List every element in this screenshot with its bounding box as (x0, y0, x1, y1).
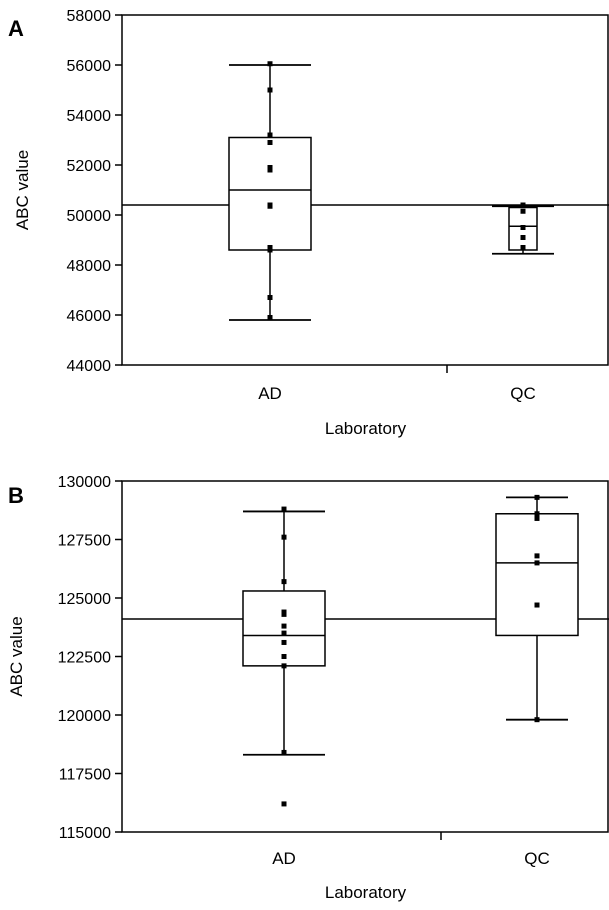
panel-b-ad-point (281, 623, 287, 629)
panel-a-plot-frame (121, 14, 609, 366)
panel-a-ad-point (267, 165, 273, 170)
panel-b-ad-point (281, 801, 287, 807)
panel-b-ad-point (281, 639, 287, 645)
panel-b-ytick-label: 120000 (58, 708, 111, 725)
panel-a-category-label: AD (258, 384, 282, 403)
panel-a-ad-point (267, 87, 273, 93)
panel-b-ad-point (281, 579, 287, 585)
panel-a-ad-point (267, 132, 273, 138)
panel-a-qc-point (520, 202, 526, 208)
panel-b-ad-point (281, 534, 287, 540)
panel-a-letter: A (8, 16, 24, 41)
panel-a-ad-point (267, 203, 273, 209)
panel-b-qc-point (534, 560, 540, 566)
panel-a-ytick-label: 58000 (67, 8, 112, 25)
panel-a-ytick-label: 46000 (67, 308, 112, 325)
panel-a-ytick-label: 54000 (67, 108, 112, 125)
panel-a-qc-point (520, 245, 526, 250)
panel-b-ad-point (281, 749, 287, 755)
panel-b-ytick-label: 122500 (58, 650, 111, 667)
panel-b-qc-box (495, 513, 579, 637)
panel-b-ytick-label: 125000 (58, 591, 111, 608)
panel-a-ytick-label: 50000 (67, 208, 112, 225)
panel-b-qc-point (534, 511, 540, 517)
panel-a-ytick-label: 52000 (67, 158, 112, 175)
panel-b-qc-point (534, 553, 540, 559)
panel-a-xaxis-title: Laboratory (325, 419, 407, 438)
panel-a-ytick-label: 56000 (67, 58, 112, 75)
panel-b-qc-point (534, 602, 540, 608)
panel-b-ad-point (281, 506, 287, 512)
panel-b-ytick-label: 117500 (59, 767, 111, 784)
panel-a-ad-box (228, 136, 312, 251)
panel-a-ad-point (267, 295, 273, 300)
panel-b-yaxis-title: ABC value (7, 616, 26, 696)
panel-b-ad-point (281, 609, 287, 615)
panel-b-category-label: QC (524, 849, 550, 868)
panel-a-ad-point (267, 140, 273, 145)
panel-a-qc-point (520, 235, 526, 240)
panel-a-ad-point (267, 315, 273, 320)
panel-b-qc-point (534, 515, 540, 521)
panel-a-category-label: QC (510, 384, 536, 403)
panel-b-ad-point (281, 654, 287, 659)
panel-b-ad-point (281, 663, 287, 669)
panel-a-ad-point (267, 61, 273, 67)
panel-a-yaxis-title: ABC value (13, 150, 32, 230)
panel-b-xaxis-title: Laboratory (325, 883, 407, 902)
panel-b-ytick-label: 130000 (58, 474, 111, 491)
panel-a-ytick-label: 48000 (67, 258, 112, 275)
panel-a-ad-point (267, 245, 273, 250)
panel-b-qc-point (534, 717, 540, 723)
panel-a-qc-point (520, 208, 526, 214)
panel-a-ytick-label: 44000 (67, 358, 112, 375)
panel-b-ytick-label: 115000 (59, 825, 111, 842)
panel-b-letter: B (8, 483, 24, 508)
panel-b-category-label: AD (272, 849, 296, 868)
panel-a-qc-point (520, 225, 526, 230)
panel-b-ytick-label: 127500 (58, 533, 111, 550)
panel-b-ad-point (281, 630, 287, 636)
panel-b-qc-point (534, 494, 540, 500)
